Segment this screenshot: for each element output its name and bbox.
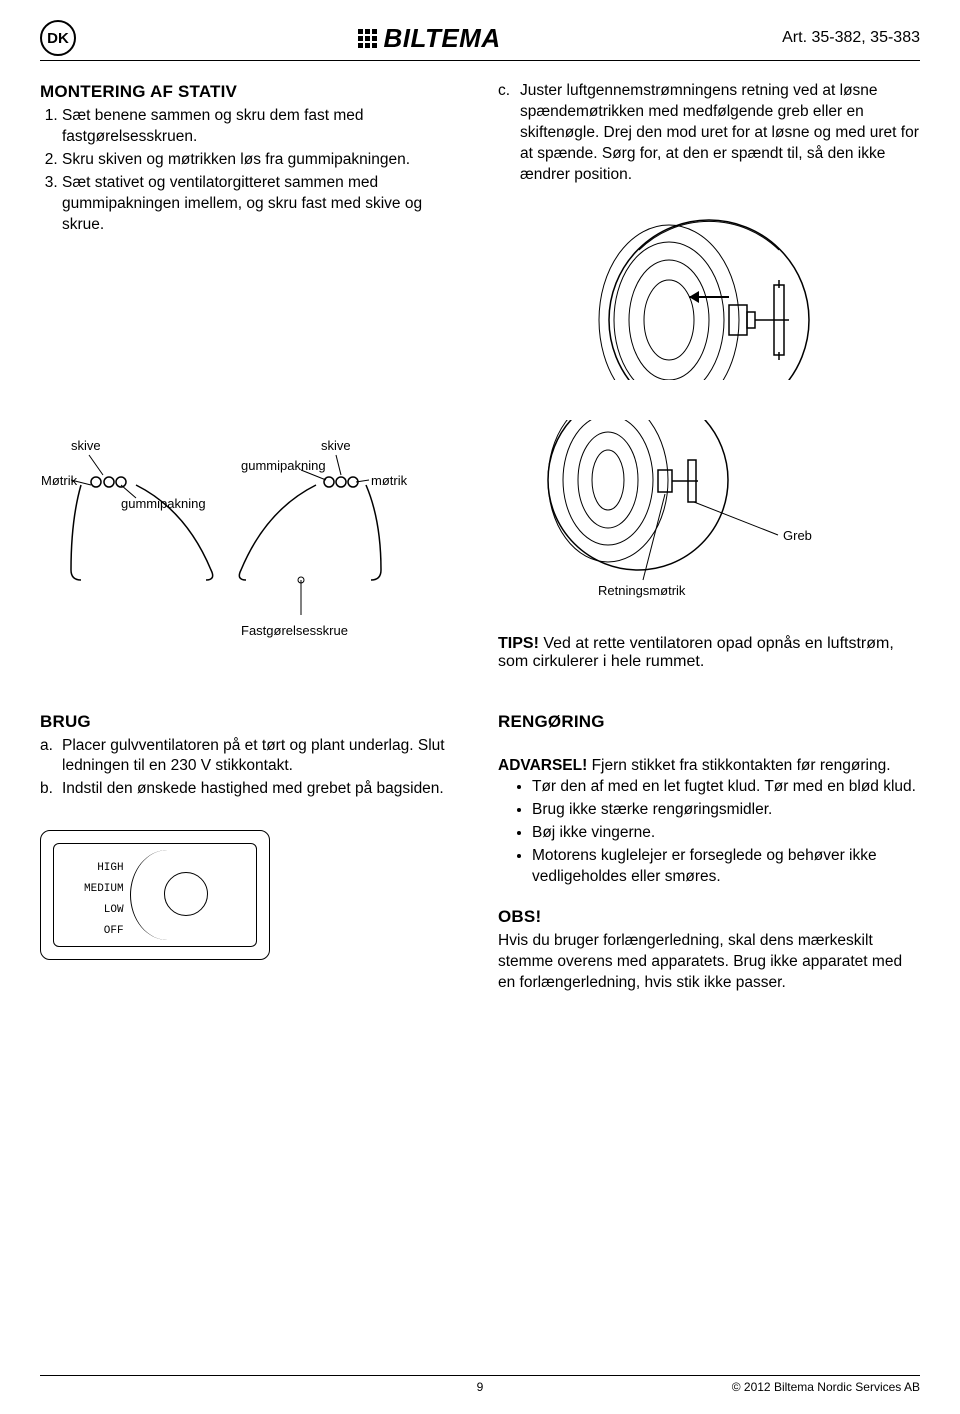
step-c-list: Juster luftgennemstrømningens retning ve… bbox=[498, 81, 920, 186]
obs-text: Hvis du bruger forlængerledning, skal de… bbox=[498, 931, 920, 994]
article-number: Art. 35-382, 35-383 bbox=[782, 29, 920, 47]
montering-steps: Sæt benene sammen og skru dem fast med f… bbox=[40, 106, 462, 236]
warning-label: ADVARSEL! bbox=[498, 757, 587, 774]
tips-block: TIPS! Ved at rette ventilatoren opad opn… bbox=[498, 635, 920, 671]
stand-row: skive Møtrik gummipakning skive gummipak… bbox=[40, 420, 920, 671]
label-motrik-r: møtrik bbox=[371, 473, 408, 488]
bullet-3: Bøj ikke vingerne. bbox=[532, 823, 920, 844]
label-skive-l: skive bbox=[71, 438, 101, 453]
bullet-1: Tør den af med en let fugtet klud. Tør m… bbox=[532, 777, 920, 798]
label-retningsmotrik: Retningsmøtrik bbox=[598, 583, 686, 598]
label-skive-r: skive bbox=[321, 438, 351, 453]
bullet-4: Motorens kuglelejer er forseglede og beh… bbox=[532, 846, 920, 888]
col-right: Juster luftgennemstrømningens retning ve… bbox=[498, 81, 920, 390]
switch-diagram: HIGH MEDIUM LOW OFF bbox=[40, 830, 270, 960]
col-rengoring: RENGØRING ADVARSEL! Fjern stikket fra st… bbox=[498, 711, 920, 1012]
top-columns: MONTERING AF STATIV Sæt benene sammen og… bbox=[40, 81, 920, 390]
fan-bottom-col: Retningsmøtrik Greb TIPS! Ved at rette v… bbox=[498, 420, 920, 671]
step-2: Skru skiven og møtrikken løs fra gummipa… bbox=[62, 150, 462, 171]
page-number: 9 bbox=[477, 1380, 484, 1394]
stand-diagram-col: skive Møtrik gummipakning skive gummipak… bbox=[40, 420, 462, 660]
warning-text: Fjern stikket fra stikkontakten før reng… bbox=[592, 757, 891, 774]
rengoring-bullets: Tør den af med en let fugtet klud. Tør m… bbox=[498, 777, 920, 888]
tips-text: Ved at rette ventilatoren opad opnås en … bbox=[498, 635, 894, 670]
switch-labels: HIGH MEDIUM LOW OFF bbox=[84, 858, 124, 942]
rengoring-title: RENGØRING bbox=[498, 711, 920, 734]
brug-title: BRUG bbox=[40, 711, 462, 734]
fan-adjust-diagram bbox=[579, 200, 839, 380]
montering-title: MONTERING AF STATIV bbox=[40, 81, 462, 104]
label-greb: Greb bbox=[783, 528, 812, 543]
brug-a: Placer gulvventilatoren på et tørt og pl… bbox=[62, 736, 462, 778]
switch-high: HIGH bbox=[84, 858, 124, 879]
copyright: © 2012 Biltema Nordic Services AB bbox=[732, 1380, 920, 1394]
language-badge: DK bbox=[40, 20, 76, 56]
page-container: DK BILTEMA Art. 35-382, 35-383 MONTERING… bbox=[0, 0, 960, 1414]
tips-label: TIPS! bbox=[498, 635, 539, 652]
bottom-columns: BRUG Placer gulvventilatoren på et tørt … bbox=[40, 711, 920, 1012]
col-brug: BRUG Placer gulvventilatoren på et tørt … bbox=[40, 711, 462, 1012]
brand-grid-icon bbox=[358, 29, 377, 48]
label-gummi-r: gummipakning bbox=[241, 458, 326, 473]
brand-text: BILTEMA bbox=[384, 23, 501, 54]
bullet-2: Brug ikke stærke rengøringsmidler. bbox=[532, 800, 920, 821]
brug-b: Indstil den ønskede hastighed med grebet… bbox=[62, 779, 462, 800]
label-fastskrue: Fastgørelsesskrue bbox=[241, 623, 348, 638]
page-header: DK BILTEMA Art. 35-382, 35-383 bbox=[40, 20, 920, 61]
obs-title: OBS! bbox=[498, 906, 920, 929]
switch-knob-icon bbox=[164, 872, 208, 916]
col-left: MONTERING AF STATIV Sæt benene sammen og… bbox=[40, 81, 462, 390]
step-3: Sæt stativet og ventilatorgitteret samme… bbox=[62, 173, 462, 236]
switch-off: OFF bbox=[84, 921, 124, 942]
step-c: Juster luftgennemstrømningens retning ve… bbox=[520, 81, 920, 186]
step-1: Sæt benene sammen og skru dem fast med f… bbox=[62, 106, 462, 148]
fan-bottom-diagram: Retningsmøtrik Greb bbox=[498, 420, 858, 610]
stand-diagram: skive Møtrik gummipakning skive gummipak… bbox=[41, 430, 461, 650]
brug-list: Placer gulvventilatoren på et tørt og pl… bbox=[40, 736, 462, 801]
brand-logo: BILTEMA bbox=[358, 23, 501, 54]
switch-medium: MEDIUM bbox=[84, 879, 124, 900]
switch-low: LOW bbox=[84, 900, 124, 921]
rengoring-warning: ADVARSEL! Fjern stikket fra stikkontakte… bbox=[498, 756, 920, 777]
page-footer: 9 © 2012 Biltema Nordic Services AB bbox=[40, 1375, 920, 1394]
